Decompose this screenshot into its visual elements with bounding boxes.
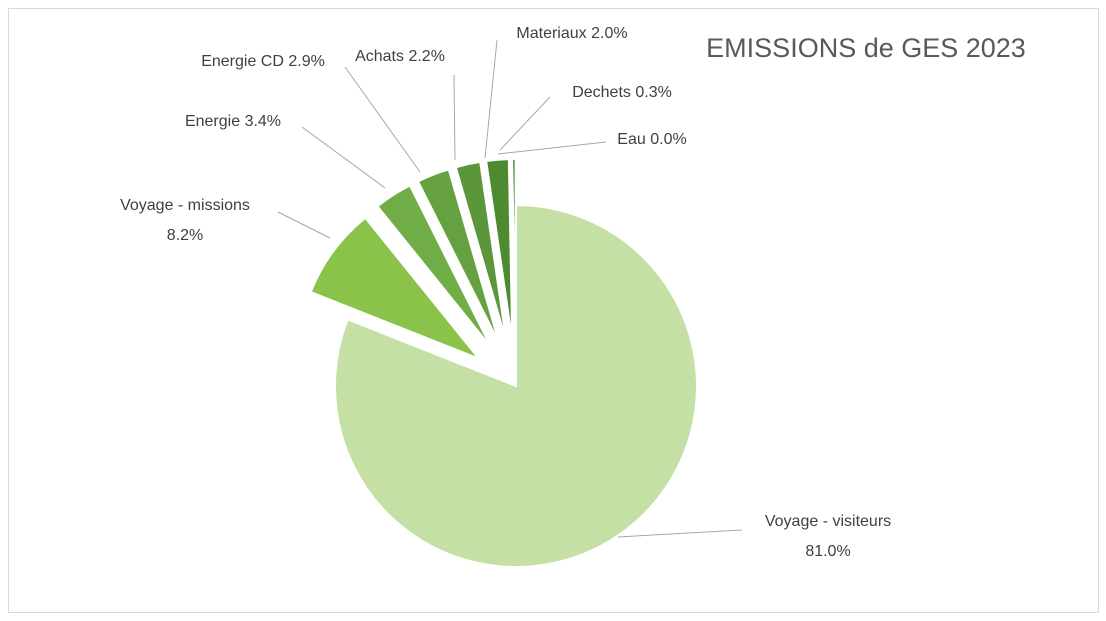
leader-line: [497, 141, 607, 155]
value-label: 81.0%: [805, 543, 850, 560]
pie-slice: [454, 160, 508, 342]
leader-line: [484, 39, 498, 159]
value-label: 8.2%: [167, 227, 203, 244]
value-label: 0.0%: [650, 131, 686, 148]
pie-slice: [485, 158, 514, 341]
value-label: 2.0%: [591, 25, 627, 42]
slice-label: Voyage - visiteurs: [765, 513, 891, 530]
slice-label: Voyage - missions: [120, 197, 250, 214]
chart-title: EMISSIONS de GES 2023: [706, 33, 1026, 63]
category-name: Dechets: [572, 84, 631, 101]
pie-slice: [334, 203, 698, 568]
value-label: 0.3%: [635, 84, 671, 101]
category-name: Eau: [617, 131, 645, 148]
leader-line: [301, 126, 386, 189]
slice-label: Materiaux 2.0%: [516, 25, 627, 42]
pie-slice: [416, 168, 501, 344]
leader-line: [499, 96, 551, 151]
leader-line: [617, 529, 743, 538]
leader-line: [277, 211, 331, 239]
category-name: Materiaux: [516, 25, 586, 42]
value-label: 2.9%: [288, 53, 324, 70]
category-name: Achats: [355, 48, 404, 65]
category-name: Energie: [185, 113, 240, 130]
slice-label: Eau 0.0%: [617, 131, 686, 148]
slice-label: Achats 2.2%: [355, 48, 445, 65]
pie-slice: [376, 184, 493, 348]
slice-label: Dechets 0.3%: [572, 84, 672, 101]
category-name: Energie CD: [201, 53, 284, 70]
leader-line: [453, 74, 456, 161]
pie-slice: [309, 216, 483, 362]
slice-label: Energie 3.4%: [185, 113, 281, 130]
slice-label: Energie CD 2.9%: [201, 53, 325, 70]
value-label: 3.4%: [245, 113, 281, 130]
value-label: 2.2%: [408, 48, 444, 65]
leader-line: [344, 66, 421, 173]
